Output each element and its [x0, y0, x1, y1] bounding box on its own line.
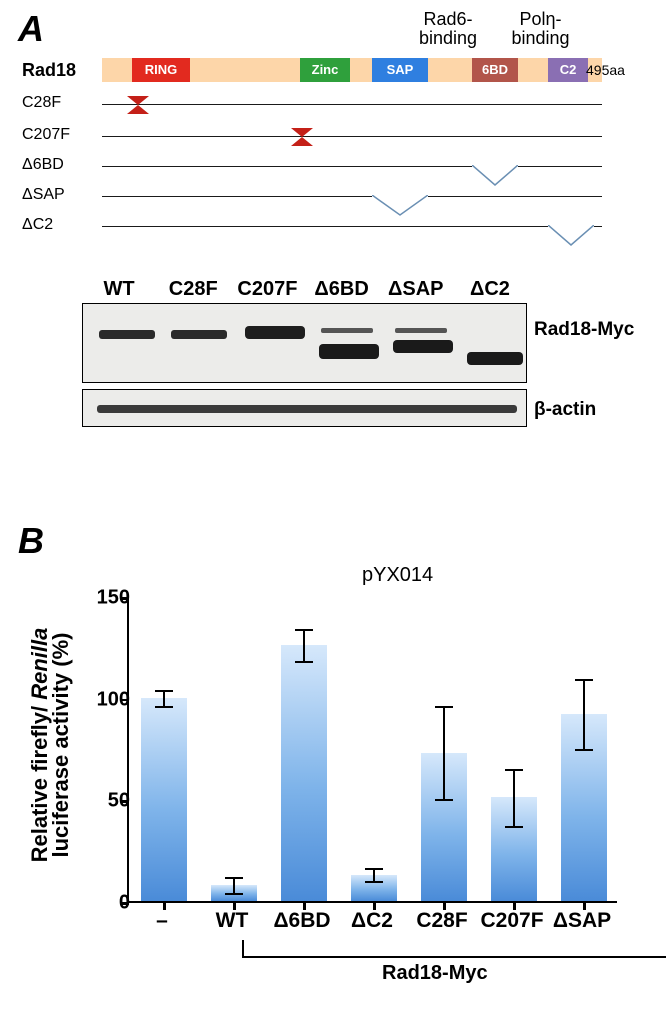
blot-lane-header: C28F	[156, 278, 230, 301]
blot-bands-rad18	[83, 304, 528, 384]
blot-side-label-rad18: Rad18-Myc	[534, 320, 634, 340]
plot-area	[127, 598, 617, 903]
error-cap	[575, 749, 593, 751]
error-cap	[365, 881, 383, 883]
group-bracket-label: Rad18-Myc	[382, 962, 488, 985]
y-tick-label: 100	[80, 688, 130, 711]
error-line	[583, 679, 585, 748]
rad18-track: Rad18 RING Zinc SAP 6BD C2	[22, 58, 622, 82]
bar-6BD	[281, 645, 327, 901]
mutant-line	[102, 166, 602, 167]
mutant-label: Δ6BD	[22, 156, 64, 174]
blot-lane-header: ΔSAP	[379, 278, 453, 301]
y-tick-label: 150	[80, 587, 130, 610]
x-tick-label: ΔSAP	[542, 909, 622, 933]
bar-	[141, 698, 187, 901]
mutant-line	[102, 136, 602, 137]
error-cap	[575, 679, 593, 681]
blot-header-row: WTC28FC207FΔ6BDΔSAPΔC2	[82, 278, 527, 301]
x-tick-label: C28F	[402, 909, 482, 933]
bar-chart: pYX014 Relative firefly/ Renilla lucifer…	[72, 570, 632, 980]
error-cap	[295, 661, 313, 663]
mutant-line	[102, 104, 602, 105]
deletion-v-icon	[472, 165, 518, 189]
blot-box-actin	[82, 389, 527, 427]
western-blot: WTC28FC207FΔ6BDΔSAPΔC2	[82, 278, 527, 427]
blot-side-label-actin: β-actin	[534, 400, 596, 420]
domain-6bd: 6BD	[472, 58, 518, 82]
deletion-v-icon	[372, 195, 428, 219]
domain-zinc: Zinc	[300, 58, 350, 82]
error-cap	[155, 706, 173, 708]
bowtie-icon	[290, 127, 314, 147]
x-tick-label: WT	[192, 909, 272, 933]
blot-box-rad18	[82, 303, 527, 383]
x-tick-label: –	[122, 909, 202, 933]
x-tick-label: C207F	[472, 909, 552, 933]
mutant-row-C207F: C207F	[22, 130, 622, 160]
mutant-row-6BD: Δ6BD	[22, 160, 622, 190]
x-tick-label: Δ6BD	[262, 909, 342, 933]
error-cap	[225, 893, 243, 895]
mutant-label: C207F	[22, 126, 70, 144]
error-line	[303, 629, 305, 662]
blot-lane-header: ΔC2	[453, 278, 527, 301]
mutant-label: ΔC2	[22, 216, 53, 234]
error-cap	[505, 826, 523, 828]
blot-lane-header: WT	[82, 278, 156, 301]
aa-length-label: 495aa	[586, 62, 625, 78]
y-axis-label-part2: luciferase activity (%)	[48, 633, 73, 858]
panel-label-b: B	[18, 520, 44, 562]
blot-lane-header: Δ6BD	[305, 278, 379, 301]
deletion-v-icon	[548, 225, 594, 249]
y-tick-label: 50	[80, 790, 130, 813]
error-cap	[365, 868, 383, 870]
chart-title: pYX014	[362, 564, 433, 587]
mutant-line	[102, 196, 602, 197]
header-rad6: Rad6-binding	[418, 10, 478, 48]
blot-bands-actin	[83, 390, 528, 428]
bar-C2	[351, 875, 397, 901]
mutant-line	[102, 226, 602, 227]
bar-SAP	[561, 714, 607, 901]
domain-sap: SAP	[372, 58, 428, 82]
error-cap	[435, 706, 453, 708]
error-cap	[225, 877, 243, 879]
bar-WT	[211, 885, 257, 901]
mutant-row-SAP: ΔSAP	[22, 190, 622, 220]
bar-C207F	[491, 797, 537, 901]
group-bracket	[242, 940, 666, 958]
mutant-row-C28F: C28F	[22, 98, 622, 128]
error-line	[443, 706, 445, 800]
error-cap	[435, 799, 453, 801]
mutant-row-C2: ΔC2	[22, 220, 622, 250]
mutant-label: ΔSAP	[22, 186, 65, 204]
error-cap	[295, 629, 313, 631]
error-cap	[155, 690, 173, 692]
domain-c2: C2	[548, 58, 588, 82]
bar-C28F	[421, 753, 467, 901]
error-cap	[505, 769, 523, 771]
mutant-label: C28F	[22, 94, 61, 112]
rad18-label: Rad18	[22, 60, 76, 81]
blot-lane-header: C207F	[230, 278, 304, 301]
error-line	[163, 690, 165, 706]
error-line	[233, 877, 235, 893]
bowtie-icon	[126, 95, 150, 115]
x-tick-label: ΔC2	[332, 909, 412, 933]
domain-ring: RING	[132, 58, 190, 82]
panel-label-a: A	[18, 8, 44, 50]
header-poleta: Polη-binding	[508, 10, 573, 48]
y-axis-label: Relative firefly/ Renilla luciferase act…	[30, 565, 72, 925]
error-line	[513, 769, 515, 826]
